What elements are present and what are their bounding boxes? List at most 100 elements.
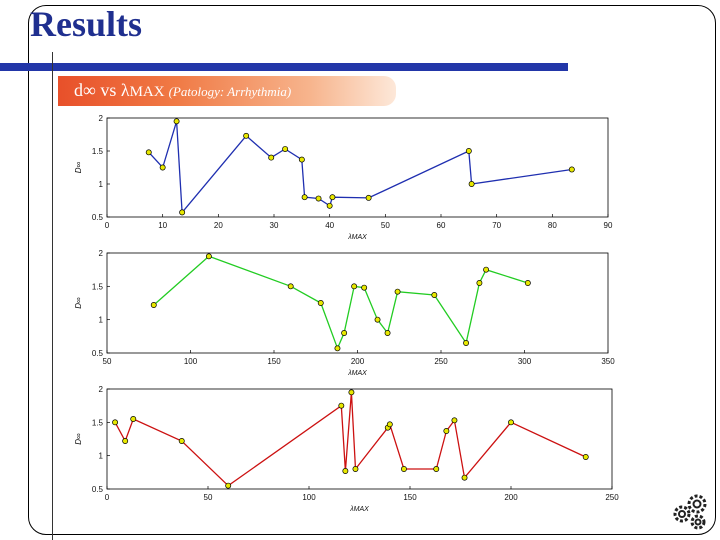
x-axis-label: λMAX	[347, 370, 367, 377]
data-point	[348, 389, 355, 396]
data-point	[461, 474, 468, 481]
data-point	[178, 438, 185, 444]
x-tick-label: 150	[403, 493, 417, 502]
data-point	[122, 438, 129, 444]
plot-area-2	[106, 252, 609, 354]
x-tick-label: 250	[434, 357, 448, 366]
title-vertical-line	[52, 52, 53, 540]
x-tick-label: 50	[381, 221, 390, 230]
data-point	[465, 148, 472, 154]
data-point	[463, 340, 469, 346]
y-axis-label: D∞	[74, 161, 83, 173]
data-point	[130, 416, 137, 422]
data-point	[317, 300, 324, 306]
x-tick-label: 300	[518, 357, 532, 366]
data-point	[394, 288, 401, 295]
data-point	[374, 316, 381, 323]
data-point	[173, 118, 180, 125]
data-point	[443, 428, 450, 434]
data-point	[483, 266, 490, 273]
data-point	[342, 468, 349, 474]
series-line-3	[114, 392, 586, 487]
slide-frame	[28, 5, 716, 535]
x-tick-label: 350	[601, 357, 615, 366]
data-point	[243, 132, 250, 139]
data-point	[352, 466, 359, 472]
x-axis-label: λMAX	[347, 234, 367, 241]
data-point	[298, 156, 305, 163]
subtitle-note: (Patology: Arrhythmia)	[168, 84, 292, 99]
slide-title: Results	[30, 4, 143, 44]
y-tick-label: 2	[99, 249, 104, 258]
y-axis-label: D∞	[74, 433, 83, 445]
x-tick-label: 50	[103, 357, 112, 366]
data-point	[329, 194, 336, 201]
title-rule	[0, 63, 568, 71]
data-point	[315, 195, 322, 202]
subtitle-bar	[58, 76, 396, 106]
data-point	[433, 466, 440, 472]
data-point	[282, 146, 289, 152]
data-point	[468, 181, 475, 187]
data-point	[268, 154, 275, 161]
data-point	[159, 164, 166, 171]
data-point	[582, 454, 589, 460]
data-point	[150, 302, 157, 308]
subtitle: d∞ vs λMAX (Patology: Arrhythmia)	[74, 80, 291, 101]
data-point	[287, 283, 294, 290]
x-tick-label: 30	[270, 221, 279, 230]
x-tick-label: 10	[158, 221, 167, 230]
plot-area-1	[106, 117, 609, 218]
gears-icon	[673, 494, 707, 530]
y-tick-label: 2	[99, 385, 104, 394]
x-tick-label: 80	[548, 221, 557, 230]
data-point	[301, 194, 308, 201]
data-point	[351, 283, 358, 290]
data-point	[361, 284, 368, 291]
data-point	[386, 421, 393, 428]
data-point	[205, 253, 212, 260]
y-tick-label: 1.5	[92, 147, 104, 156]
x-tick-label: 50	[204, 493, 213, 502]
series-line-1	[148, 121, 572, 215]
y-tick-label: 0.5	[92, 349, 104, 358]
x-tick-label: 200	[351, 357, 365, 366]
data-point	[112, 419, 119, 426]
x-tick-label: 0	[105, 221, 110, 230]
data-point	[568, 166, 575, 173]
x-tick-label: 40	[325, 221, 334, 230]
subtitle-subscript: MAX	[129, 84, 165, 100]
x-tick-label: 0	[105, 493, 110, 502]
data-point	[334, 345, 341, 352]
data-point	[476, 280, 483, 286]
y-tick-label: 1	[99, 452, 104, 461]
x-tick-label: 200	[504, 493, 518, 502]
data-point	[431, 292, 438, 298]
plot-area-3	[106, 388, 613, 490]
data-point	[225, 482, 232, 489]
data-point	[508, 419, 514, 426]
series-line-2	[153, 255, 528, 351]
x-tick-label: 20	[214, 221, 223, 230]
subtitle-main: d∞ vs λ	[74, 80, 130, 100]
y-tick-label: 2	[99, 114, 104, 123]
y-tick-label: 0.5	[92, 213, 104, 222]
data-point	[524, 280, 531, 286]
data-point	[145, 149, 152, 156]
y-tick-label: 1	[99, 180, 104, 189]
y-axis-label: D∞	[74, 297, 83, 309]
x-axis-label: λMAX	[349, 506, 369, 513]
x-tick-label: 70	[492, 221, 501, 230]
x-tick-label: 250	[605, 493, 619, 502]
data-point	[400, 466, 407, 472]
x-tick-label: 100	[302, 493, 316, 502]
data-point	[179, 209, 186, 216]
y-tick-label: 1.5	[92, 418, 104, 427]
x-tick-label: 100	[184, 357, 198, 366]
y-tick-label: 0.5	[92, 485, 104, 494]
y-tick-label: 1.5	[92, 282, 104, 291]
y-tick-label: 1	[99, 316, 104, 325]
data-point	[451, 417, 458, 424]
x-tick-label: 150	[267, 357, 281, 366]
